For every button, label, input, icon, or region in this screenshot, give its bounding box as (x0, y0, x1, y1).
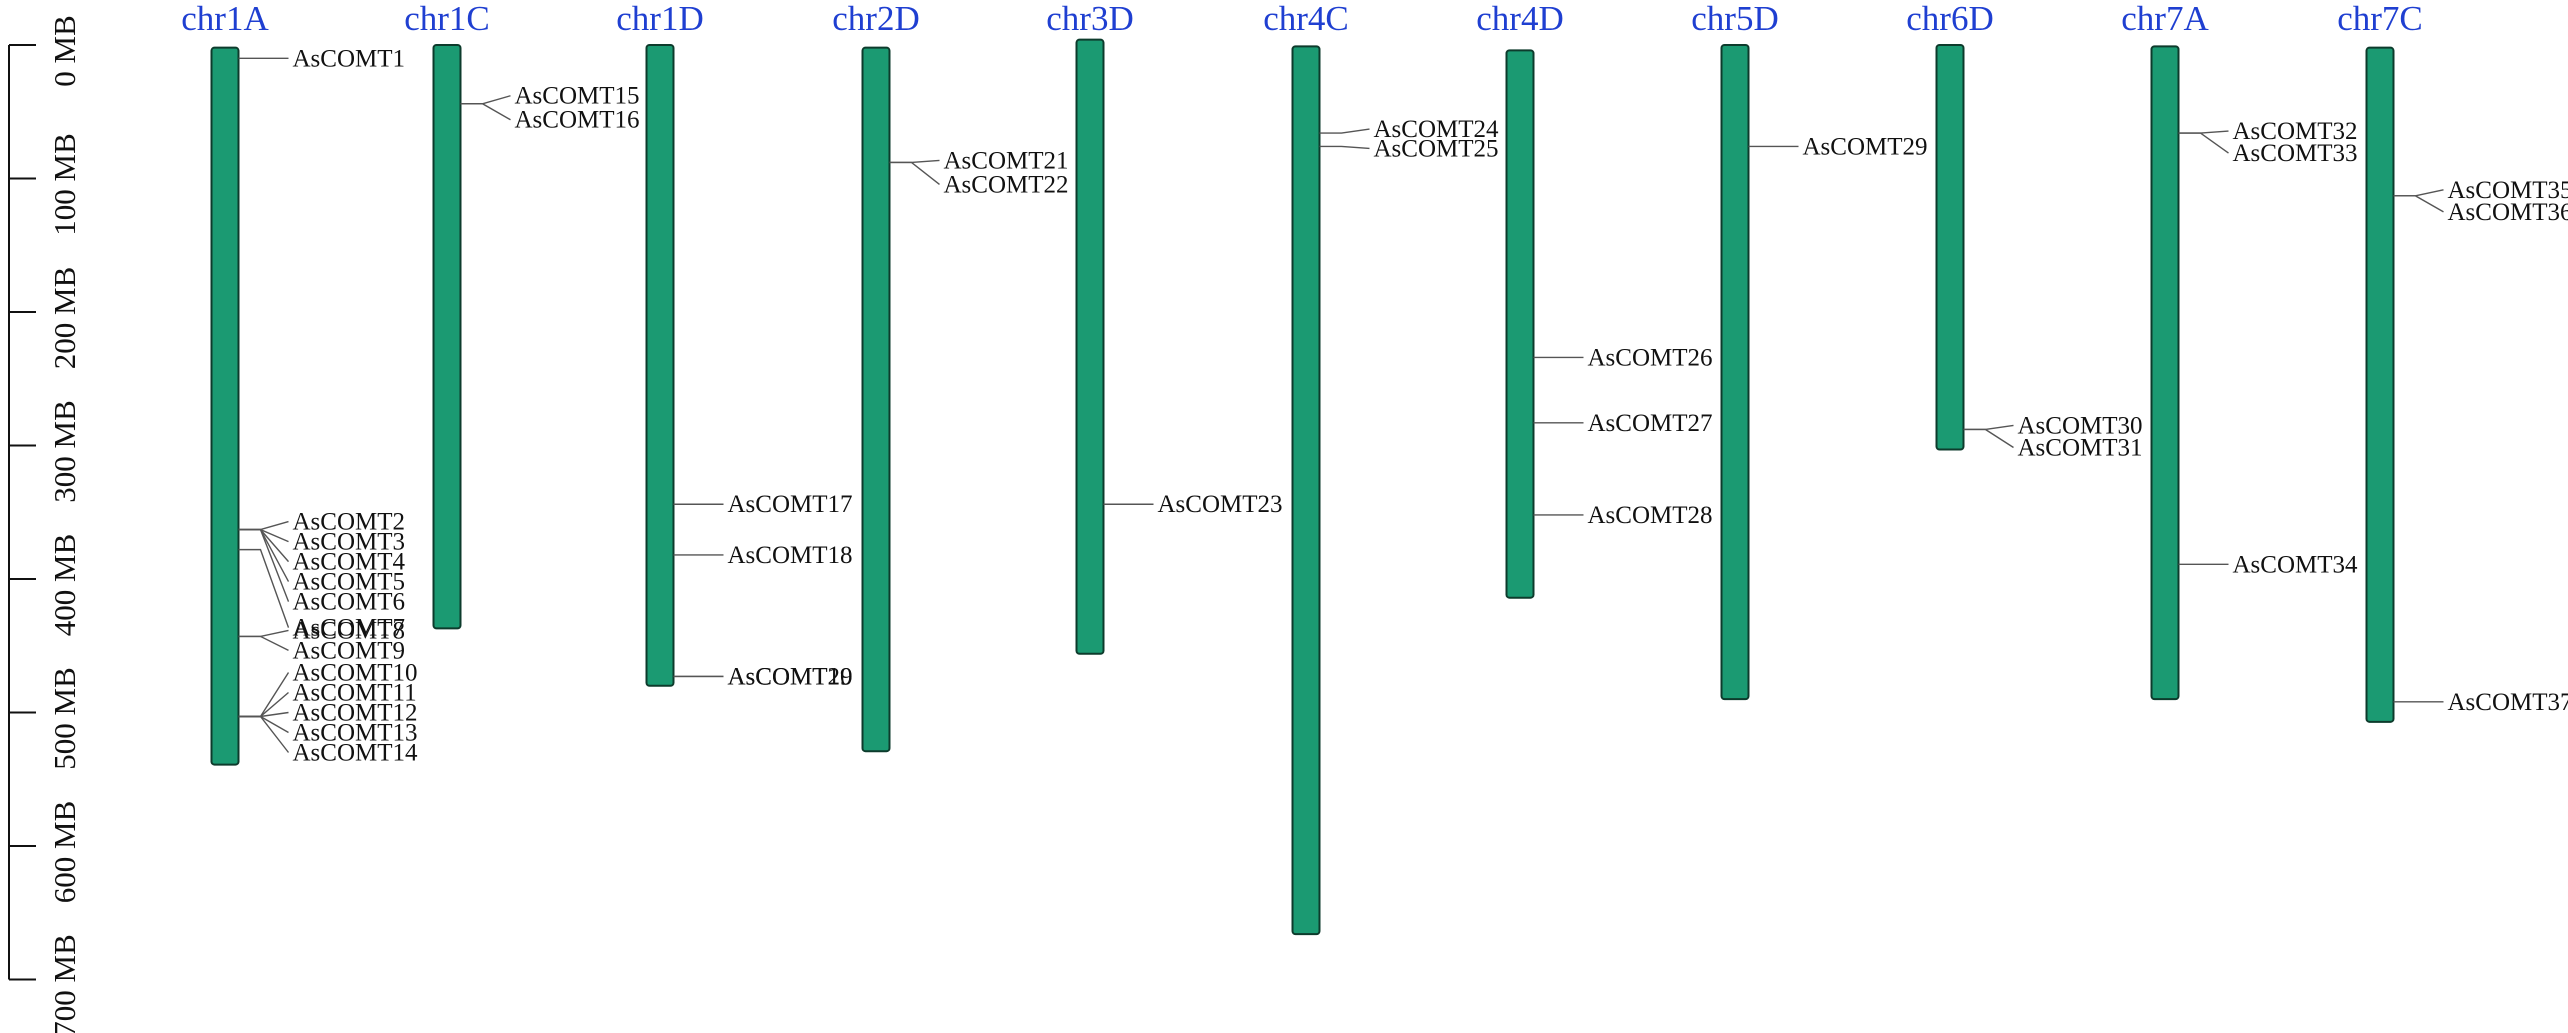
chromosome-label: chr7C (2337, 0, 2423, 38)
gene-leader-line (238, 715, 290, 753)
gene-label-ascomt27: AsCOMT27 (1588, 410, 1713, 437)
gene-label-ascomt32: AsCOMT32 (2233, 118, 2358, 145)
chromosome-chr1a: chr1A AsCOMT1 AsCOMT2AsCOMT3AsCOMT4AsCOMT5… (181, 0, 418, 767)
gene-leader-line (238, 629, 289, 638)
gene-label-ascomt28: AsCOMT28 (1588, 502, 1713, 529)
chromosome-bar (2150, 45, 2180, 701)
chromosome-bar (645, 44, 675, 687)
chromosome-label: chr1D (616, 0, 703, 38)
chromosome-bar (861, 46, 891, 753)
chromosome-bar (1505, 49, 1535, 599)
gene-label-ascomt3: AsCOMT3 (293, 529, 406, 556)
chromosome-label: chr2D (832, 0, 919, 38)
gene-label-ascomt20: AsCOMT20 (728, 663, 853, 690)
axis-tick-label: 300 MB (47, 400, 82, 503)
chromosome-label: chr4D (1476, 0, 1563, 38)
chromosome-bar (1720, 44, 1750, 701)
chromosome-bar (1291, 45, 1321, 936)
gene-label-ascomt1: AsCOMT1 (293, 45, 406, 72)
gene-label-ascomt19: AsCOMT19 (728, 663, 853, 690)
chromosome-bar (2365, 46, 2395, 723)
chromosome-label: chr6D (1906, 0, 1993, 38)
gene-leader-line (238, 715, 289, 734)
gene-leader-line (2393, 189, 2444, 197)
chromosome-label: chr4C (1263, 0, 1349, 38)
chromosome-chr3d: chr3D AsCOMT23 (1046, 0, 1283, 655)
gene-label-ascomt2: AsCOMT2 (293, 509, 406, 536)
gene-label-ascomt37: AsCOMT37 (2448, 689, 2568, 716)
gene-label-ascomt9: AsCOMT9 (293, 637, 406, 664)
gene-leader-line (238, 548, 290, 628)
gene-leader-line (2393, 195, 2444, 213)
axis-tick-label: 700 MB (47, 934, 82, 1033)
gene-label-ascomt7: AsCOMT7 (293, 615, 406, 642)
chromosome-bar (1075, 38, 1105, 655)
gene-label-ascomt23: AsCOMT23 (1158, 491, 1283, 518)
gene-label-ascomt4: AsCOMT4 (293, 549, 406, 576)
chromosome-label: chr5D (1691, 0, 1778, 38)
axis-tick-label: 200 MB (47, 267, 82, 370)
gene-leader-line (238, 528, 290, 602)
gene-leader-line (460, 95, 511, 105)
gene-label-ascomt24: AsCOMT24 (1374, 116, 1500, 143)
gene-label-ascomt6: AsCOMT6 (293, 589, 406, 616)
gene-label-ascomt22: AsCOMT22 (944, 171, 1069, 198)
gene-label-ascomt36: AsCOMT36 (2448, 199, 2568, 226)
chromosome-chr5d: chr5D AsCOMT29 (1691, 0, 1928, 701)
gene-label-ascomt29: AsCOMT29 (1803, 133, 1928, 160)
axis-tick-label: 400 MB (47, 534, 82, 637)
gene-leader-line (238, 520, 289, 531)
chromosome-label: chr1A (181, 0, 269, 38)
scale-axis: 0 MB 100 MB 200 MB 300 MB 400 MB 500 MB 600 MB… (8, 15, 82, 1033)
chromosome-label: chr7A (2121, 0, 2209, 38)
gene-leader-line (1319, 145, 1370, 150)
gene-label-ascomt8: AsCOMT8 (293, 617, 406, 644)
gene-leader-line (238, 635, 289, 652)
gene-label-ascomt26: AsCOMT26 (1588, 344, 1713, 371)
gene-label-ascomt13: AsCOMT13 (293, 720, 418, 747)
gene-label-ascomt5: AsCOMT5 (293, 569, 406, 596)
gene-leader-line (460, 103, 511, 121)
gene-label-ascomt12: AsCOMT12 (293, 700, 418, 727)
axis-tick-label: 500 MB (47, 667, 82, 770)
gene-label-ascomt10: AsCOMT10 (293, 660, 418, 687)
chromosome-layer: chr1A AsCOMT1 AsCOMT2AsCOMT3AsCOMT4AsCOMT5… (181, 0, 2568, 936)
gene-label-ascomt33: AsCOMT33 (2233, 140, 2358, 167)
gene-label-ascomt31: AsCOMT31 (2018, 434, 2143, 461)
gene-leader-line (889, 161, 940, 186)
axis-tick-label: 0 MB (47, 15, 82, 87)
gene-label-ascomt14: AsCOMT14 (293, 740, 419, 767)
axis-tick-label: 600 MB (47, 801, 82, 904)
gene-leader-line (238, 672, 290, 718)
chromosome-bar (210, 46, 240, 766)
chromosome-chr4d: chr4D AsCOMT26 AsCOMT27 AsCOMT28 (1476, 0, 1713, 599)
gene-label-ascomt16: AsCOMT16 (515, 107, 640, 134)
gene-label-ascomt21: AsCOMT21 (944, 147, 1069, 174)
gene-label-ascomt25: AsCOMT25 (1374, 135, 1499, 162)
gene-label-ascomt11: AsCOMT11 (293, 680, 417, 707)
chromosome-bar (1935, 44, 1965, 451)
gene-leader-line (1963, 428, 2014, 449)
gene-leader-line (1319, 128, 1370, 134)
chromosome-label: chr1C (404, 0, 490, 38)
gene-label-ascomt34: AsCOMT34 (2233, 551, 2359, 578)
gene-label-ascomt18: AsCOMT18 (728, 542, 853, 569)
gene-label-ascomt30: AsCOMT30 (2018, 412, 2143, 439)
chromosome-label: chr3D (1046, 0, 1133, 38)
gene-label-ascomt17: AsCOMT17 (728, 491, 853, 518)
chromosome-bar (432, 44, 462, 630)
gene-label-ascomt15: AsCOMT15 (515, 83, 640, 110)
gene-label-ascomt35: AsCOMT35 (2448, 177, 2568, 204)
gene-leader-line (2178, 132, 2229, 154)
axis-tick-label: 100 MB (47, 133, 82, 236)
